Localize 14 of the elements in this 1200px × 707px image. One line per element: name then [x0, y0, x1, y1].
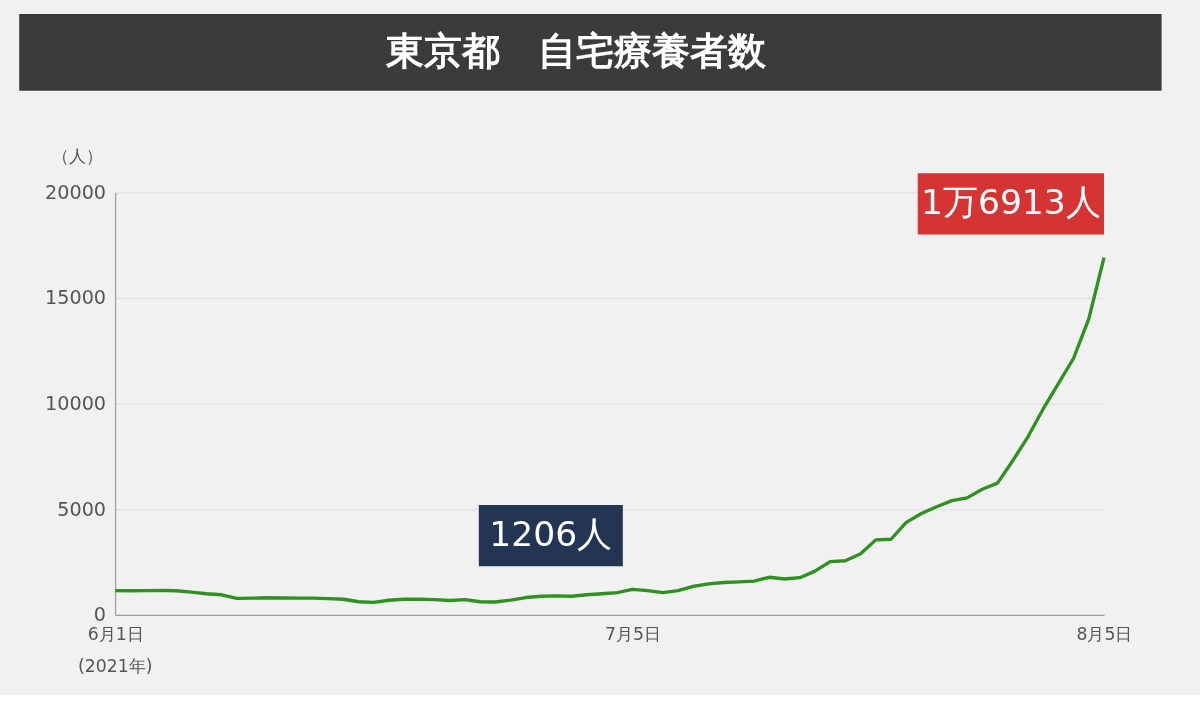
line-series — [113, 255, 1106, 605]
x-tick-label: 8月5日 — [1076, 624, 1133, 645]
y-tick-label: 15000 — [45, 286, 107, 310]
x-tick-label: 6月1日 — [87, 624, 144, 645]
y-tick-label: 20000 — [45, 180, 107, 204]
y-tick-label: 5000 — [57, 497, 107, 521]
text: (2021年) — [77, 656, 153, 677]
y-tick-label: 0 — [93, 603, 107, 627]
annotation: 1206人 — [489, 514, 613, 555]
chart-title: 東京都 自宅療養者数 — [385, 27, 767, 73]
annotation: 1万6913人 — [920, 182, 1101, 223]
y-tick-label: 10000 — [45, 391, 107, 415]
y-axis-title: （人） — [51, 146, 103, 167]
x-tick-label: 7月5日 — [604, 624, 661, 645]
